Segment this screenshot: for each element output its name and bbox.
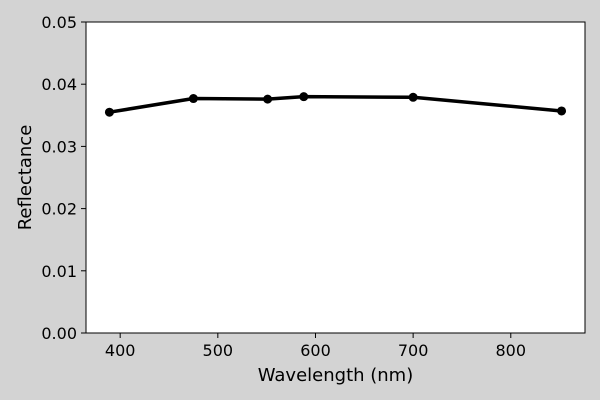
data-point-0-1 — [188, 94, 198, 104]
plot-area — [86, 22, 585, 333]
y-axis: 0.00 0.01 0.02 0.03 0.04 0.05 — [41, 13, 86, 343]
x-tick-label-700: 700 — [398, 341, 429, 360]
y-tick-label-2: 0.02 — [41, 200, 77, 219]
y-tick-label-0: 0.00 — [41, 324, 77, 343]
x-tick-label-400: 400 — [105, 341, 136, 360]
x-tick-label-600: 600 — [300, 341, 331, 360]
x-axis-label: Wavelength (nm) — [258, 365, 414, 386]
data-point-0-3 — [299, 92, 309, 102]
data-point-0-4 — [408, 92, 418, 102]
x-tick-label-800: 800 — [496, 341, 527, 360]
x-tick-label-500: 500 — [203, 341, 234, 360]
series-line-0 — [107, 94, 564, 114]
y-axis-label: Reflectance — [15, 125, 36, 231]
y-tick-label-5: 0.05 — [41, 13, 77, 32]
data-point-0-0 — [104, 107, 114, 117]
y-tick-label-1: 0.01 — [41, 262, 77, 281]
plot-frame — [85, 21, 586, 334]
series-layer — [104, 92, 567, 117]
y-tick-label-3: 0.03 — [41, 137, 77, 156]
data-point-0-2 — [263, 94, 273, 104]
x-axis: 400 500 600 700 800 — [105, 333, 526, 360]
y-tick-label-4: 0.04 — [41, 75, 77, 94]
data-point-0-5 — [557, 106, 567, 116]
